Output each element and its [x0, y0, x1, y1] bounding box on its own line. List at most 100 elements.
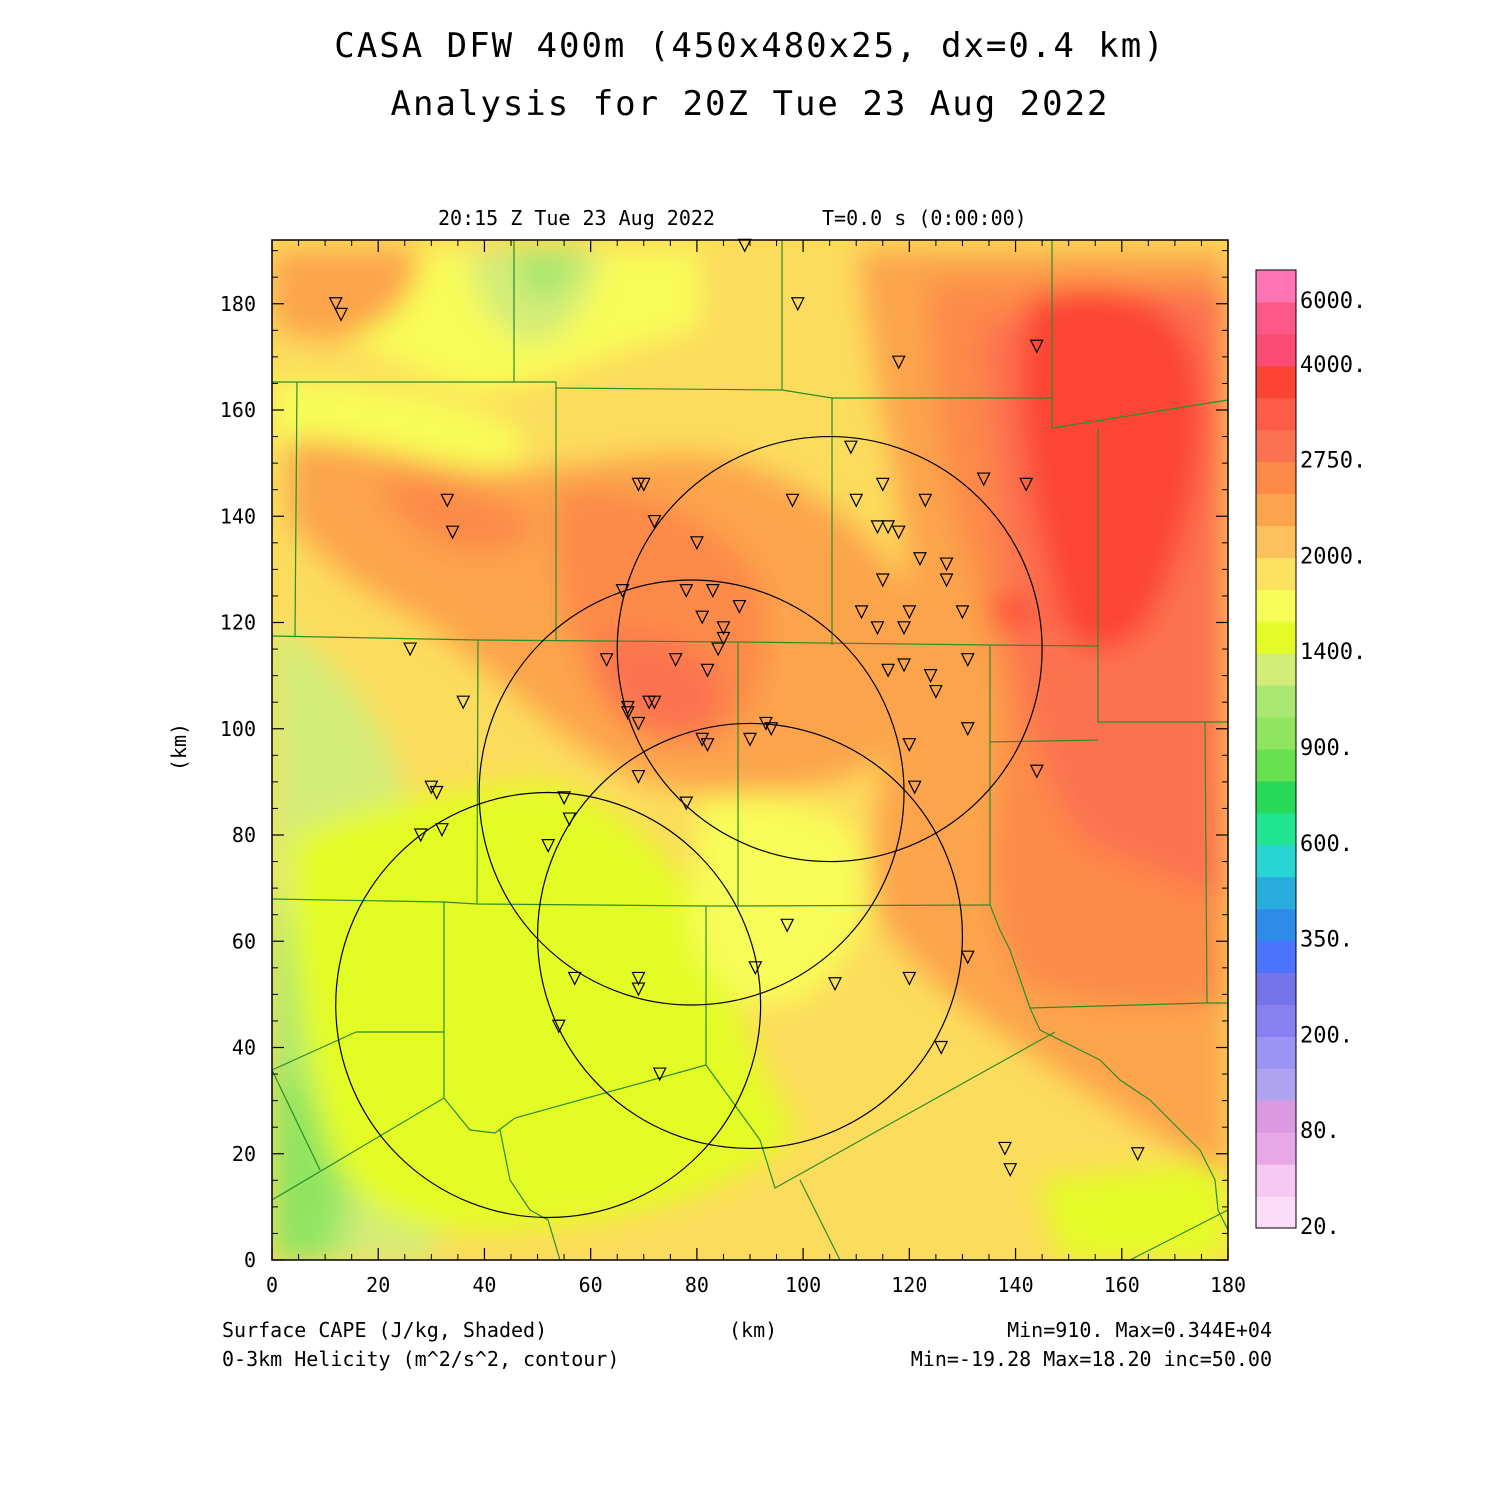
y-tick-label: 60: [232, 929, 256, 953]
colorbar-swatch: [1256, 717, 1296, 750]
county-boundaries: [272, 240, 1228, 1260]
colorbar-swatch: [1256, 1068, 1296, 1101]
colorbar-swatch: [1256, 1100, 1296, 1133]
station-marker: [902, 738, 917, 753]
station-marker: [758, 716, 773, 731]
station-marker: [748, 961, 763, 976]
station-marker: [870, 520, 885, 535]
station-marker: [939, 557, 954, 572]
station-markers: [328, 238, 1145, 1178]
station-marker: [445, 525, 460, 540]
station-marker: [743, 732, 757, 747]
radar-coverage-circles: [335, 435, 1043, 1219]
station-marker: [636, 477, 651, 492]
station-marker: [567, 971, 582, 986]
cape-shading: [272, 240, 1228, 1260]
y-tick-label: 40: [232, 1036, 256, 1060]
y-tick-label: 120: [220, 611, 256, 635]
station-marker: [631, 769, 646, 784]
x-tick-label: 180: [1210, 1273, 1246, 1297]
station-marker: [1029, 339, 1044, 354]
x-tick-label: 100: [785, 1273, 821, 1297]
x-tick-label: 160: [1104, 1273, 1140, 1297]
station-marker: [955, 605, 970, 620]
station-marker: [1130, 1147, 1145, 1162]
station-marker: [897, 658, 911, 673]
colorbar-swatch: [1256, 557, 1296, 590]
station-marker: [705, 584, 720, 598]
station-marker: [557, 791, 572, 806]
station-marker: [413, 828, 428, 843]
station-marker: [615, 584, 630, 598]
colorbar-label: 6000.: [1300, 289, 1366, 314]
colorbar-swatch: [1256, 1164, 1296, 1197]
station-marker: [695, 732, 710, 747]
y-axis-label: (km): [167, 722, 192, 772]
station-marker: [849, 493, 864, 508]
station-marker: [960, 722, 975, 737]
x-tick-label: 120: [891, 1273, 927, 1297]
station-marker: [647, 514, 662, 529]
station-marker: [902, 605, 917, 620]
station-marker: [695, 610, 710, 625]
title-line-1: CASA DFW 400m (450x480x25, dx=0.4 km): [334, 26, 1166, 66]
colorbar-swatch: [1256, 525, 1296, 558]
x-tick-label: 0: [266, 1273, 278, 1297]
colorbar-swatch: [1256, 780, 1296, 814]
colorbar-swatch: [1256, 270, 1296, 303]
x-tick-label: 20: [366, 1273, 390, 1297]
station-marker: [875, 477, 890, 492]
station-marker: [631, 971, 646, 986]
colorbar-swatch: [1256, 589, 1296, 622]
station-marker: [700, 663, 715, 678]
y-tick-label: 80: [232, 823, 256, 847]
colorbar-swatch: [1256, 1132, 1296, 1165]
radar-circle: [616, 435, 1043, 863]
station-marker: [631, 716, 646, 731]
station-marker: [334, 307, 349, 322]
station-marker: [647, 695, 662, 710]
colorbar-swatch: [1256, 653, 1296, 686]
station-marker: [562, 812, 577, 827]
colorbar-label: 200.: [1300, 1023, 1353, 1048]
radar-circle: [478, 579, 905, 1006]
station-marker: [620, 700, 635, 715]
station-marker: [939, 573, 954, 588]
y-tick-label: 20: [232, 1142, 256, 1166]
station-marker: [764, 722, 779, 737]
colorbar-label: 600.: [1300, 832, 1353, 857]
station-marker: [434, 823, 449, 838]
station-marker: [785, 493, 800, 508]
station-marker: [881, 520, 896, 535]
station-marker: [440, 493, 455, 508]
x-tick-label: 60: [579, 1273, 603, 1297]
colorbar: 20. 80. 200. 350. 600. 900. 1400. 2000. 2750. 400…: [1255, 269, 1366, 1240]
station-marker: [679, 796, 694, 811]
station-marker: [1029, 764, 1044, 779]
y-tick-label: 0: [244, 1248, 256, 1272]
station-marker: [679, 584, 694, 598]
field1-stats: Min=910. Max=0.344E+04: [1007, 1318, 1272, 1342]
colorbar-swatch: [1256, 876, 1296, 910]
title-line-2: Analysis for 20Z Tue 23 Aug 2022: [390, 84, 1110, 124]
station-marker: [881, 663, 896, 678]
radar-circle: [536, 722, 964, 1150]
colorbar-swatch: [1256, 844, 1296, 878]
station-marker: [541, 839, 556, 853]
station-marker: [429, 785, 444, 800]
station-marker: [997, 1141, 1012, 1156]
station-marker: [328, 297, 343, 312]
station-marker: [424, 780, 439, 795]
x-axis-ticks: 0 20 40 60 80 100 120 140 160 180: [266, 240, 1246, 1297]
y-tick-label: 160: [220, 398, 256, 422]
station-marker: [902, 971, 917, 986]
colorbar-swatch: [1256, 429, 1296, 463]
station-marker: [456, 695, 471, 710]
field2-stats: Min=-19.28 Max=18.20 inc=50.00: [910, 1347, 1272, 1371]
station-marker: [918, 493, 933, 508]
forecast-time: T=0.0 s (0:00:00): [822, 206, 1027, 230]
colorbar-label: 2750.: [1300, 449, 1366, 474]
radar-circle: [335, 791, 762, 1219]
colorbar-swatch: [1256, 749, 1296, 782]
